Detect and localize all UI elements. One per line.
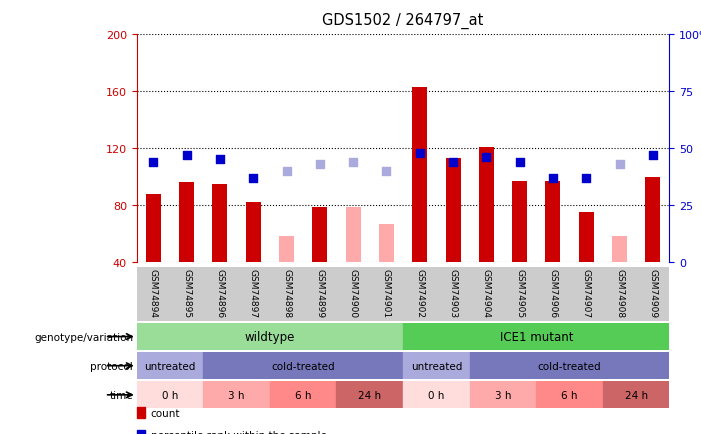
Text: 24 h: 24 h (358, 390, 381, 400)
Point (281, 168, 292, 175)
Text: 6 h: 6 h (295, 390, 311, 400)
Bar (403, 323, 669, 350)
Bar (270, 381, 336, 408)
Point (514, 159, 525, 166)
Text: GSM74899: GSM74899 (315, 269, 325, 318)
Point (481, 154, 492, 161)
Bar (603, 381, 669, 408)
Text: GSM74907: GSM74907 (582, 269, 591, 318)
Text: 3 h: 3 h (495, 390, 511, 400)
Bar (536, 381, 603, 408)
Text: GSM74900: GSM74900 (348, 269, 358, 318)
Text: time: time (109, 390, 133, 400)
Bar (246, 203, 261, 263)
Text: GSM74896: GSM74896 (215, 269, 224, 318)
Point (215, 157, 226, 164)
Point (148, 159, 159, 166)
Bar (470, 381, 536, 408)
Bar (446, 158, 461, 263)
Point (414, 150, 426, 157)
Bar (212, 184, 227, 263)
Point (314, 161, 325, 168)
Text: GSM74901: GSM74901 (382, 269, 391, 318)
Text: GDS1502 / 264797_at: GDS1502 / 264797_at (322, 13, 484, 29)
Text: 3 h: 3 h (229, 390, 245, 400)
Text: untreated: untreated (411, 361, 462, 371)
Text: GSM74902: GSM74902 (415, 269, 424, 317)
Text: 0 h: 0 h (428, 390, 444, 400)
Bar (612, 237, 627, 263)
Bar (545, 181, 560, 263)
Text: 6 h: 6 h (562, 390, 578, 400)
Text: cold-treated: cold-treated (271, 361, 335, 371)
Bar (403, 381, 470, 408)
Text: genotype/variation: genotype/variation (34, 332, 133, 342)
Bar (137, 381, 203, 408)
Text: ICE1 mutant: ICE1 mutant (500, 330, 573, 343)
Text: untreated: untreated (144, 361, 196, 371)
Text: GSM74906: GSM74906 (548, 269, 557, 318)
Bar (336, 381, 403, 408)
Text: GSM74905: GSM74905 (515, 269, 524, 318)
Bar (479, 147, 494, 263)
Text: cold-treated: cold-treated (538, 361, 601, 371)
Text: GSM74895: GSM74895 (182, 269, 191, 318)
Bar (137, 323, 403, 350)
Bar (412, 87, 427, 263)
Bar (512, 181, 527, 263)
Text: GSM74894: GSM74894 (149, 269, 158, 317)
Point (247, 175, 259, 182)
Bar (203, 381, 270, 408)
Point (580, 175, 592, 182)
Bar (379, 224, 394, 263)
Bar (346, 207, 360, 263)
Point (181, 152, 192, 159)
Text: percentile rank within the sample: percentile rank within the sample (151, 431, 327, 434)
Point (614, 161, 625, 168)
Bar (279, 237, 294, 263)
Bar (579, 213, 594, 263)
Text: GSM74909: GSM74909 (648, 269, 658, 318)
Text: GSM74903: GSM74903 (449, 269, 458, 318)
Point (547, 175, 559, 182)
Text: 0 h: 0 h (162, 390, 178, 400)
Bar (179, 183, 194, 263)
Bar (403, 352, 470, 379)
Bar (137, 352, 203, 379)
Text: count: count (151, 408, 180, 418)
Bar (470, 352, 669, 379)
Text: GSM74897: GSM74897 (249, 269, 258, 318)
Point (348, 159, 359, 166)
Text: wildtype: wildtype (245, 330, 295, 343)
Text: GSM74898: GSM74898 (282, 269, 291, 318)
Bar (203, 352, 403, 379)
Point (447, 159, 458, 166)
Bar (313, 207, 327, 263)
Text: GSM74908: GSM74908 (615, 269, 624, 318)
Text: 24 h: 24 h (625, 390, 648, 400)
Text: GSM74904: GSM74904 (482, 269, 491, 317)
Point (647, 152, 658, 159)
Bar (146, 194, 161, 263)
Point (381, 168, 392, 175)
Bar (646, 177, 660, 263)
Text: protocol: protocol (90, 361, 133, 371)
